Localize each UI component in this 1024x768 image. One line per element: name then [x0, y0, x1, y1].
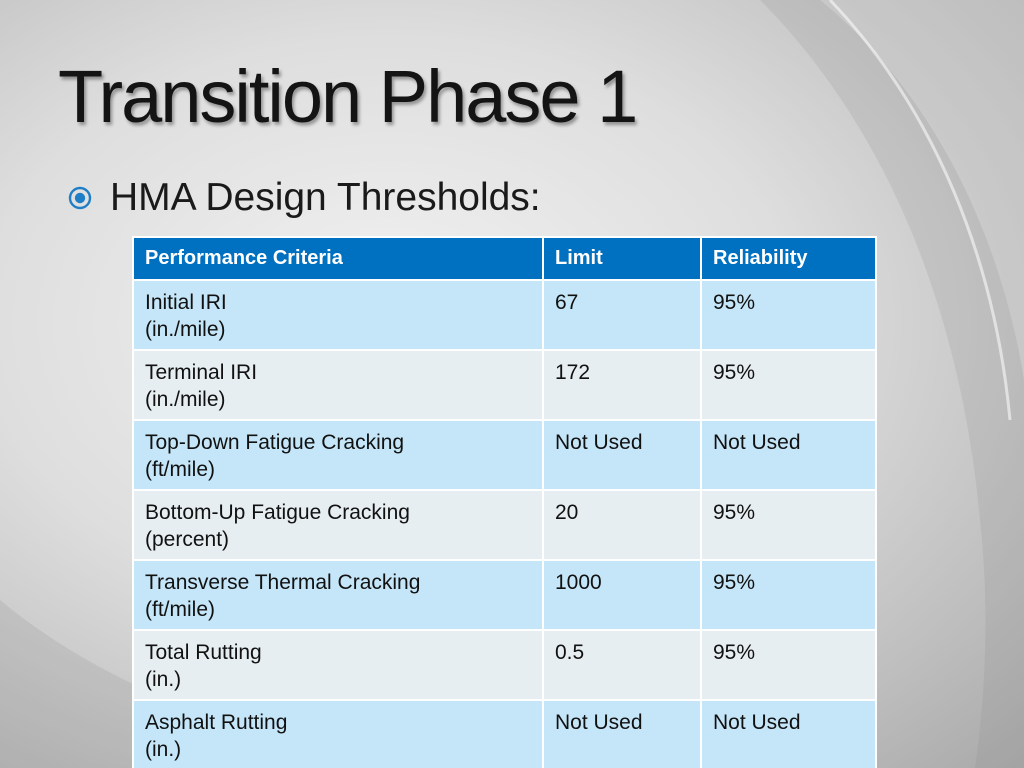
criteria-name: Transverse Thermal Cracking	[145, 571, 421, 594]
criteria-unit: (in.)	[145, 668, 182, 691]
table-header-row: Performance Criteria Limit Reliability	[132, 236, 877, 281]
criteria-cell: Bottom-Up Fatigue Cracking (percent)	[132, 489, 544, 561]
criteria-unit: (ft/mile)	[145, 458, 215, 481]
table-row: Terminal IRI (in./mile) 172 95%	[132, 349, 877, 421]
limit-cell: 20	[542, 489, 702, 561]
reliability-cell: 95%	[700, 629, 877, 701]
limit-cell: 172	[542, 349, 702, 421]
reliability-cell: 95%	[700, 349, 877, 421]
limit-cell: 67	[542, 279, 702, 351]
slide-title: Transition Phase 1	[58, 55, 638, 138]
criteria-name: Top-Down Fatigue Cracking	[145, 431, 405, 454]
reliability-cell: 95%	[700, 559, 877, 631]
circled-dot-bullet-icon	[68, 186, 92, 210]
criteria-cell: Top-Down Fatigue Cracking (ft/mile)	[132, 419, 544, 491]
criteria-name: Bottom-Up Fatigue Cracking	[145, 501, 410, 524]
reliability-cell: Not Used	[700, 699, 877, 768]
criteria-cell: Transverse Thermal Cracking (ft/mile)	[132, 559, 544, 631]
header-performance-criteria: Performance Criteria	[132, 236, 544, 281]
thresholds-table-container: Performance Criteria Limit Reliability I…	[132, 236, 877, 768]
table-row: Total Rutting (in.) 0.5 95%	[132, 629, 877, 701]
bullet-text: HMA Design Thresholds:	[110, 176, 541, 219]
limit-cell: Not Used	[542, 419, 702, 491]
table-row: Transverse Thermal Cracking (ft/mile) 10…	[132, 559, 877, 631]
table-row: Initial IRI (in./mile) 67 95%	[132, 279, 877, 351]
limit-cell: Not Used	[542, 699, 702, 768]
table-row: Bottom-Up Fatigue Cracking (percent) 20 …	[132, 489, 877, 561]
criteria-cell: Terminal IRI (in./mile)	[132, 349, 544, 421]
criteria-cell: Total Rutting (in.)	[132, 629, 544, 701]
header-reliability: Reliability	[700, 236, 877, 281]
reliability-cell: Not Used	[700, 419, 877, 491]
criteria-name: Asphalt Rutting	[145, 711, 288, 734]
limit-cell: 0.5	[542, 629, 702, 701]
reliability-cell: 95%	[700, 279, 877, 351]
criteria-unit: (in.)	[145, 738, 182, 761]
table-row: Top-Down Fatigue Cracking (ft/mile) Not …	[132, 419, 877, 491]
criteria-unit: (in./mile)	[145, 388, 226, 411]
criteria-name: Terminal IRI	[145, 361, 258, 384]
bullet-item: HMA Design Thresholds:	[66, 176, 541, 220]
criteria-cell: Initial IRI (in./mile)	[132, 279, 544, 351]
criteria-name: Total Rutting	[145, 641, 262, 664]
table-row: Asphalt Rutting (in.) Not Used Not Used	[132, 699, 877, 768]
criteria-unit: (in./mile)	[145, 318, 226, 341]
criteria-cell: Asphalt Rutting (in.)	[132, 699, 544, 768]
header-limit: Limit	[542, 236, 702, 281]
criteria-unit: (percent)	[145, 528, 230, 551]
reliability-cell: 95%	[700, 489, 877, 561]
criteria-unit: (ft/mile)	[145, 598, 215, 621]
thresholds-table: Performance Criteria Limit Reliability I…	[132, 236, 877, 768]
limit-cell: 1000	[542, 559, 702, 631]
criteria-name: Initial IRI	[145, 291, 227, 314]
